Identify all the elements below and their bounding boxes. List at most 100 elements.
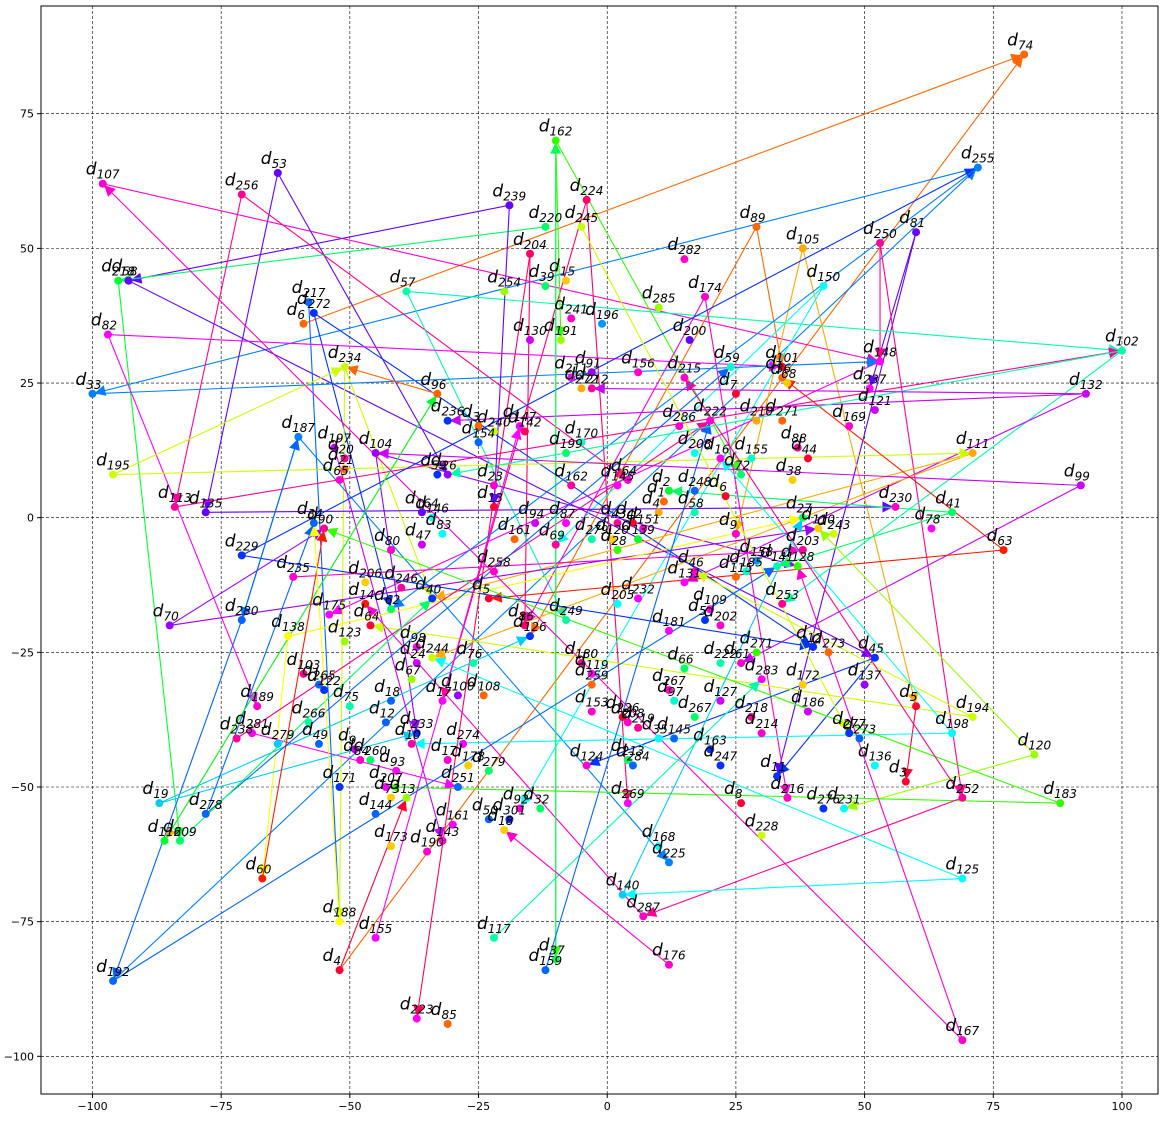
node-label: d267: [652, 666, 686, 688]
edge-arrowhead: [955, 784, 966, 796]
node-label: d174: [688, 273, 722, 295]
node-point: [680, 373, 689, 382]
edge-line: [293, 549, 803, 578]
edge-line: [375, 452, 418, 734]
node-label: d204: [513, 230, 547, 252]
node-point: [248, 729, 257, 738]
node-label: d102: [1105, 327, 1139, 349]
node-label: d73: [374, 774, 400, 796]
edge-arrowhead: [425, 395, 437, 408]
node-point: [387, 842, 396, 851]
edge-arrowhead: [907, 692, 919, 705]
node-point: [443, 470, 452, 479]
node-point: [706, 605, 715, 614]
node-point: [958, 793, 967, 802]
edge-arrowhead: [742, 652, 756, 663]
node-label: d59: [420, 451, 446, 473]
node-point: [783, 379, 792, 388]
edge-line: [205, 172, 279, 513]
node-point: [562, 449, 571, 458]
node-point: [845, 729, 854, 738]
node-label: d176: [652, 941, 686, 963]
node-label: d3: [889, 758, 907, 780]
node-label: d107: [86, 160, 120, 182]
node-point: [541, 966, 550, 975]
node-point: [747, 712, 756, 721]
edge-line: [802, 248, 917, 707]
node-point: [253, 702, 262, 711]
node-point: [634, 723, 643, 732]
node-point: [1076, 481, 1085, 490]
node-point: [175, 836, 184, 845]
edge-arrowhead: [309, 525, 321, 537]
node-point: [237, 551, 246, 560]
node-point: [423, 847, 432, 856]
node-point: [567, 314, 576, 323]
node-label: d195: [96, 451, 130, 473]
y-ticks: −100 −75 −50 −25 0 25 50 75: [4, 108, 41, 1063]
node-label: d68: [770, 359, 796, 381]
edge-arrowhead: [104, 185, 116, 197]
edge-arrowhead: [555, 326, 567, 338]
node-point: [505, 815, 514, 824]
edge-arrowhead: [799, 639, 812, 651]
edge-arrowhead: [804, 524, 817, 536]
node-label: d24: [400, 639, 426, 661]
node-label: d15: [549, 257, 575, 279]
node-point: [901, 777, 910, 786]
node-point: [716, 696, 725, 705]
node-point: [371, 933, 380, 942]
node-point: [948, 508, 957, 517]
x-tick-label: 75: [986, 1100, 1000, 1113]
node-point: [489, 933, 498, 942]
node-label: d17: [431, 736, 457, 758]
node-label: d199: [549, 429, 583, 451]
node-label: d113: [158, 483, 192, 505]
edge-line: [493, 205, 510, 507]
node-label: d218: [101, 257, 135, 279]
node-point: [309, 309, 318, 318]
node-point: [371, 449, 380, 458]
node-label: d248: [678, 467, 712, 489]
node-label: d220: [528, 203, 562, 225]
node-point: [489, 567, 498, 576]
edge-line: [524, 253, 531, 626]
node-point: [927, 524, 936, 533]
node-label: d274: [446, 720, 480, 742]
node-point: [155, 799, 164, 808]
edge-line: [205, 506, 896, 513]
node-point: [109, 976, 118, 985]
node-label: d123: [328, 618, 362, 640]
node-label: d301: [492, 795, 526, 817]
node-point: [690, 508, 699, 517]
edge-line: [112, 619, 243, 982]
edge-line: [817, 528, 1035, 756]
node-point: [613, 481, 622, 490]
edge-line: [323, 527, 1061, 804]
node-label: d53: [261, 149, 287, 171]
node-point: [664, 486, 673, 495]
node-label: d47: [405, 521, 431, 543]
node-label: d266: [292, 698, 326, 720]
edge-line: [241, 194, 629, 481]
node-label: d13: [389, 774, 415, 796]
node-point: [587, 680, 596, 689]
node-point: [639, 912, 648, 921]
node-label: d140: [606, 871, 640, 893]
node-point: [973, 163, 982, 172]
edge-line: [128, 204, 510, 282]
node-point: [876, 238, 885, 247]
edge-line: [339, 797, 407, 971]
node-label: d131: [667, 558, 701, 580]
node-point: [335, 475, 344, 484]
node-label: d167: [945, 1016, 979, 1038]
node-label: d90: [307, 504, 333, 526]
edge-arrowhead: [670, 486, 683, 498]
node-point: [716, 454, 725, 463]
edge-arrowhead: [433, 826, 445, 839]
node-point: [809, 642, 818, 651]
node-label: d1: [647, 478, 665, 500]
node-point: [562, 519, 571, 528]
node-label: d124: [570, 741, 604, 763]
node-point: [371, 809, 380, 818]
